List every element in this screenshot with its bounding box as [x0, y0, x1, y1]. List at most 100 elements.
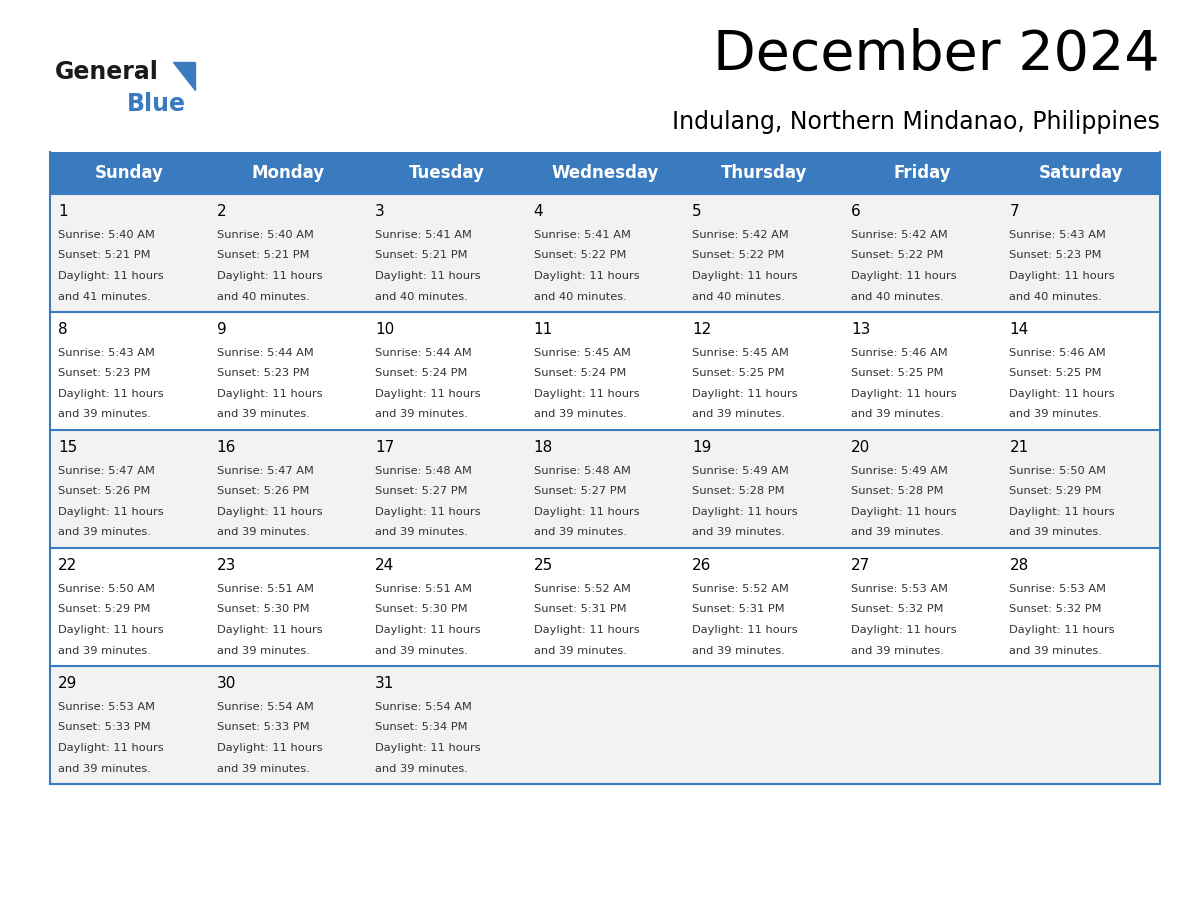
Text: Sunrise: 5:40 AM: Sunrise: 5:40 AM — [58, 230, 154, 240]
Text: Sunset: 5:29 PM: Sunset: 5:29 PM — [58, 604, 151, 614]
Text: and 39 minutes.: and 39 minutes. — [533, 645, 626, 655]
Text: Sunrise: 5:42 AM: Sunrise: 5:42 AM — [851, 230, 948, 240]
Text: and 39 minutes.: and 39 minutes. — [58, 764, 151, 774]
Text: and 40 minutes.: and 40 minutes. — [1010, 292, 1102, 301]
Text: Sunset: 5:29 PM: Sunset: 5:29 PM — [1010, 487, 1102, 497]
Text: Daylight: 11 hours: Daylight: 11 hours — [851, 507, 956, 517]
Text: Sunset: 5:30 PM: Sunset: 5:30 PM — [375, 604, 468, 614]
Text: Sunrise: 5:46 AM: Sunrise: 5:46 AM — [851, 348, 948, 358]
Text: and 39 minutes.: and 39 minutes. — [375, 409, 468, 420]
Text: Sunrise: 5:44 AM: Sunrise: 5:44 AM — [216, 348, 314, 358]
Text: Daylight: 11 hours: Daylight: 11 hours — [533, 271, 639, 281]
Text: Daylight: 11 hours: Daylight: 11 hours — [1010, 271, 1116, 281]
Text: Daylight: 11 hours: Daylight: 11 hours — [216, 743, 322, 753]
Text: 16: 16 — [216, 440, 236, 455]
Text: Sunset: 5:25 PM: Sunset: 5:25 PM — [851, 368, 943, 378]
Text: Tuesday: Tuesday — [409, 164, 485, 182]
Text: 17: 17 — [375, 440, 394, 455]
Text: 1: 1 — [58, 204, 68, 219]
Text: and 39 minutes.: and 39 minutes. — [533, 409, 626, 420]
Text: 30: 30 — [216, 676, 236, 691]
Text: Sunrise: 5:44 AM: Sunrise: 5:44 AM — [375, 348, 472, 358]
Text: Sunset: 5:21 PM: Sunset: 5:21 PM — [58, 251, 151, 261]
Text: Monday: Monday — [252, 164, 324, 182]
Text: Sunrise: 5:53 AM: Sunrise: 5:53 AM — [58, 702, 154, 712]
Text: Sunrise: 5:48 AM: Sunrise: 5:48 AM — [375, 466, 472, 476]
Text: 27: 27 — [851, 558, 870, 573]
Text: 23: 23 — [216, 558, 236, 573]
Text: Sunset: 5:25 PM: Sunset: 5:25 PM — [693, 368, 785, 378]
FancyBboxPatch shape — [50, 430, 1159, 548]
Text: General: General — [55, 60, 159, 84]
Text: 7: 7 — [1010, 204, 1019, 219]
Text: Daylight: 11 hours: Daylight: 11 hours — [693, 389, 798, 399]
Text: Sunset: 5:34 PM: Sunset: 5:34 PM — [375, 722, 468, 733]
Text: Friday: Friday — [893, 164, 950, 182]
Text: and 39 minutes.: and 39 minutes. — [851, 409, 943, 420]
FancyBboxPatch shape — [50, 194, 1159, 312]
Text: Sunrise: 5:43 AM: Sunrise: 5:43 AM — [58, 348, 154, 358]
Text: 12: 12 — [693, 322, 712, 337]
Text: Sunset: 5:23 PM: Sunset: 5:23 PM — [58, 368, 151, 378]
Text: Sunset: 5:23 PM: Sunset: 5:23 PM — [1010, 251, 1102, 261]
Text: Daylight: 11 hours: Daylight: 11 hours — [1010, 389, 1116, 399]
Text: 22: 22 — [58, 558, 77, 573]
Text: Daylight: 11 hours: Daylight: 11 hours — [375, 743, 481, 753]
Text: and 40 minutes.: and 40 minutes. — [693, 292, 785, 301]
Text: 15: 15 — [58, 440, 77, 455]
Text: Daylight: 11 hours: Daylight: 11 hours — [375, 507, 481, 517]
Text: Daylight: 11 hours: Daylight: 11 hours — [216, 389, 322, 399]
Text: and 39 minutes.: and 39 minutes. — [216, 764, 309, 774]
Text: 18: 18 — [533, 440, 552, 455]
Text: and 40 minutes.: and 40 minutes. — [375, 292, 468, 301]
Text: Daylight: 11 hours: Daylight: 11 hours — [216, 507, 322, 517]
Text: Sunrise: 5:40 AM: Sunrise: 5:40 AM — [216, 230, 314, 240]
Text: Daylight: 11 hours: Daylight: 11 hours — [375, 625, 481, 635]
Text: Sunrise: 5:50 AM: Sunrise: 5:50 AM — [1010, 466, 1106, 476]
Text: and 39 minutes.: and 39 minutes. — [375, 645, 468, 655]
Text: and 39 minutes.: and 39 minutes. — [1010, 645, 1102, 655]
Text: December 2024: December 2024 — [713, 28, 1159, 82]
Text: and 39 minutes.: and 39 minutes. — [533, 528, 626, 538]
Text: Daylight: 11 hours: Daylight: 11 hours — [216, 271, 322, 281]
Text: Wednesday: Wednesday — [551, 164, 658, 182]
FancyBboxPatch shape — [50, 312, 1159, 430]
Text: Thursday: Thursday — [720, 164, 807, 182]
Text: and 39 minutes.: and 39 minutes. — [216, 528, 309, 538]
Text: and 39 minutes.: and 39 minutes. — [216, 409, 309, 420]
Text: and 39 minutes.: and 39 minutes. — [851, 528, 943, 538]
Text: Sunrise: 5:49 AM: Sunrise: 5:49 AM — [851, 466, 948, 476]
Text: and 39 minutes.: and 39 minutes. — [1010, 409, 1102, 420]
Text: Sunrise: 5:52 AM: Sunrise: 5:52 AM — [693, 584, 789, 594]
Text: 13: 13 — [851, 322, 871, 337]
Text: Sunrise: 5:53 AM: Sunrise: 5:53 AM — [1010, 584, 1106, 594]
Text: Sunset: 5:31 PM: Sunset: 5:31 PM — [533, 604, 626, 614]
Text: Daylight: 11 hours: Daylight: 11 hours — [58, 389, 164, 399]
Text: Indulang, Northern Mindanao, Philippines: Indulang, Northern Mindanao, Philippines — [672, 110, 1159, 134]
Text: Sunrise: 5:46 AM: Sunrise: 5:46 AM — [1010, 348, 1106, 358]
Text: Sunset: 5:32 PM: Sunset: 5:32 PM — [851, 604, 943, 614]
Text: 28: 28 — [1010, 558, 1029, 573]
Text: and 39 minutes.: and 39 minutes. — [693, 409, 785, 420]
Text: Daylight: 11 hours: Daylight: 11 hours — [693, 625, 798, 635]
Text: and 41 minutes.: and 41 minutes. — [58, 292, 151, 301]
Text: 20: 20 — [851, 440, 870, 455]
Text: Sunset: 5:21 PM: Sunset: 5:21 PM — [375, 251, 468, 261]
Text: Daylight: 11 hours: Daylight: 11 hours — [216, 625, 322, 635]
Text: and 39 minutes.: and 39 minutes. — [216, 645, 309, 655]
Text: 31: 31 — [375, 676, 394, 691]
Text: Sunset: 5:33 PM: Sunset: 5:33 PM — [58, 722, 151, 733]
Text: 21: 21 — [1010, 440, 1029, 455]
Text: 2: 2 — [216, 204, 226, 219]
Text: and 39 minutes.: and 39 minutes. — [58, 409, 151, 420]
Text: and 40 minutes.: and 40 minutes. — [216, 292, 309, 301]
Text: 3: 3 — [375, 204, 385, 219]
Text: and 39 minutes.: and 39 minutes. — [375, 764, 468, 774]
Text: Sunset: 5:30 PM: Sunset: 5:30 PM — [216, 604, 309, 614]
Text: Sunset: 5:27 PM: Sunset: 5:27 PM — [375, 487, 468, 497]
Text: and 39 minutes.: and 39 minutes. — [851, 645, 943, 655]
Text: 9: 9 — [216, 322, 227, 337]
Text: Sunset: 5:27 PM: Sunset: 5:27 PM — [533, 487, 626, 497]
Text: Sunset: 5:22 PM: Sunset: 5:22 PM — [533, 251, 626, 261]
Text: Sunset: 5:25 PM: Sunset: 5:25 PM — [1010, 368, 1102, 378]
